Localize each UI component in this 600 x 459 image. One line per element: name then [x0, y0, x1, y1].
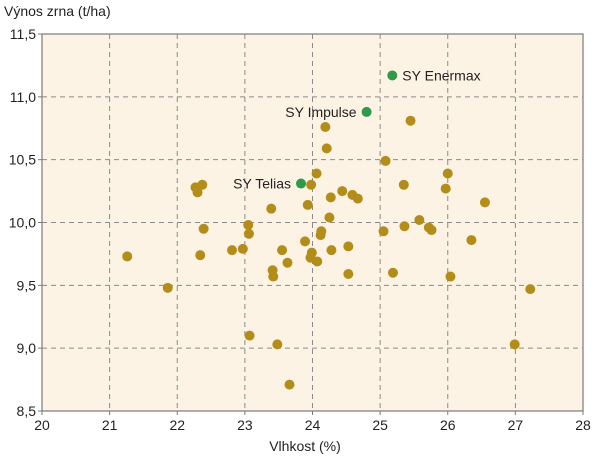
data-point	[268, 271, 279, 282]
y-tick-label: 9,5	[17, 277, 37, 293]
data-point	[343, 269, 354, 280]
point-label: SY Telias	[233, 176, 291, 192]
data-point	[243, 228, 254, 239]
data-point	[325, 192, 336, 203]
y-tick-label: 9,0	[17, 340, 37, 356]
data-point	[509, 339, 520, 350]
data-point	[343, 241, 354, 252]
data-point	[378, 226, 389, 237]
data-point	[398, 179, 409, 190]
data-point	[442, 168, 453, 179]
y-axis-ticks: 8,5 9,0 9,5 10,0 10,5 11,0 11,5	[9, 26, 42, 419]
point-labels: SY Enermax SY Impulse SY Telias	[233, 67, 480, 191]
y-axis-title: Výnos zrna (t/ha)	[4, 3, 111, 19]
y-tick-label: 10,5	[9, 152, 36, 168]
x-tick-label: 26	[440, 417, 456, 433]
x-tick-label: 24	[305, 417, 321, 433]
data-point	[272, 339, 283, 350]
data-point	[525, 284, 536, 295]
x-tick-label: 25	[372, 417, 388, 433]
data-point	[479, 197, 490, 208]
data-point	[405, 115, 416, 126]
data-point	[266, 203, 277, 214]
highlight-point	[387, 70, 398, 81]
x-tick-label: 21	[102, 417, 118, 433]
x-tick-label: 20	[34, 417, 50, 433]
data-point	[312, 256, 323, 267]
data-point	[306, 179, 317, 190]
data-point	[399, 221, 410, 232]
gridlines	[42, 34, 583, 411]
data-point	[426, 225, 437, 236]
data-points	[122, 70, 536, 390]
data-point	[300, 236, 311, 247]
highlight-point	[361, 106, 372, 117]
data-point	[277, 245, 288, 256]
x-axis-title: Vlhkost (%)	[269, 438, 341, 454]
data-point	[227, 245, 238, 256]
data-point	[237, 243, 248, 254]
data-point	[321, 143, 332, 154]
data-point	[122, 251, 133, 262]
data-point	[195, 250, 206, 261]
data-point	[320, 121, 331, 132]
y-tick-label: 8,5	[17, 403, 37, 419]
y-tick-label: 11,5	[10, 26, 36, 42]
data-point	[244, 330, 255, 341]
data-point	[162, 282, 173, 293]
x-tick-label: 28	[575, 417, 591, 433]
data-point	[387, 267, 398, 278]
data-point	[326, 245, 337, 256]
data-point	[445, 271, 456, 282]
y-tick-label: 11,0	[10, 89, 36, 105]
y-tick-label: 10,0	[9, 215, 36, 231]
x-tick-label: 22	[169, 417, 185, 433]
highlight-point	[296, 178, 307, 189]
data-point	[282, 257, 293, 268]
data-point	[324, 212, 335, 223]
data-point	[380, 155, 391, 166]
data-point	[284, 379, 295, 390]
x-tick-label: 27	[508, 417, 524, 433]
data-point	[243, 220, 254, 231]
data-point	[198, 223, 209, 234]
point-label: SY Impulse	[285, 104, 357, 120]
data-point	[311, 168, 322, 179]
data-point	[192, 187, 203, 198]
data-point	[466, 235, 477, 246]
x-axis-ticks: 20 21 22 23 24 25 26 27 28	[34, 411, 591, 433]
data-point	[440, 183, 451, 194]
data-point	[337, 186, 348, 197]
x-tick-label: 23	[237, 417, 253, 433]
data-point	[197, 179, 208, 190]
point-label: SY Enermax	[402, 67, 480, 83]
data-point	[352, 193, 363, 204]
data-point	[316, 226, 327, 237]
data-point	[302, 199, 313, 210]
data-point	[414, 214, 425, 225]
